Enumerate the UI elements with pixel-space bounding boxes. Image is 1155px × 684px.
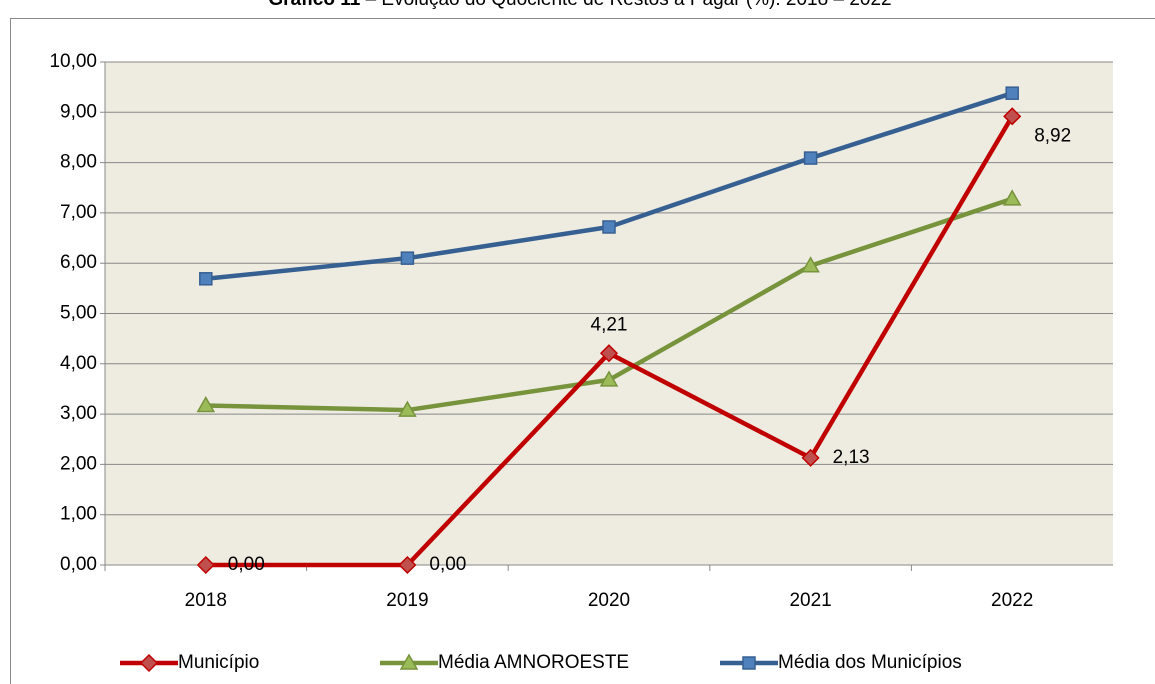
legend-marker <box>742 656 756 670</box>
y-tick-label: 4,00 <box>60 353 97 374</box>
title-text: – Evolução do Quociente de Restos a Paga… <box>360 0 891 10</box>
x-tick-label: 2021 <box>789 590 831 611</box>
legend-marker <box>399 653 419 670</box>
data-label: 0,00 <box>429 554 466 575</box>
data-label: 0,00 <box>228 554 265 575</box>
y-tick-label: 6,00 <box>60 252 97 273</box>
series-marker <box>1005 86 1019 100</box>
series-marker <box>801 256 820 273</box>
series-marker <box>199 272 213 286</box>
y-tick-label: 2,00 <box>60 453 97 474</box>
data-label: 2,13 <box>833 447 870 468</box>
legend-label: Média dos Municípios <box>778 652 962 673</box>
legend-label: Município <box>178 652 259 673</box>
series-marker <box>398 555 417 575</box>
series-marker <box>196 396 216 413</box>
x-tick-label: 2022 <box>991 590 1033 611</box>
series-marker <box>1003 107 1022 126</box>
x-tick-label: 2019 <box>386 590 428 611</box>
chart-title: Gráfico 11 – Evolução do Quociente de Re… <box>268 0 891 10</box>
y-tick-label: 0,00 <box>60 554 97 575</box>
title-label: Gráfico 11 <box>268 0 360 10</box>
y-tick-label: 1,00 <box>60 504 97 525</box>
series-marker <box>599 370 619 387</box>
series-marker <box>400 251 415 265</box>
series-marker <box>599 344 619 363</box>
legend-label: Média AMNOROESTE <box>438 652 629 673</box>
y-tick-label: 7,00 <box>60 202 97 223</box>
x-tick-label: 2020 <box>588 590 630 611</box>
series-marker <box>803 151 818 165</box>
series-marker <box>1002 189 1022 206</box>
y-tick-label: 9,00 <box>60 101 97 122</box>
y-tick-label: 10,00 <box>49 51 97 72</box>
data-label: 4,21 <box>591 314 628 335</box>
series-marker <box>398 400 417 417</box>
series-marker <box>602 220 616 234</box>
y-tick-label: 5,00 <box>60 303 97 324</box>
series-marker <box>801 448 820 467</box>
y-tick-label: 3,00 <box>60 403 97 424</box>
x-tick-label: 2018 <box>185 590 227 611</box>
y-tick-label: 8,00 <box>60 152 97 173</box>
series-marker <box>196 555 215 575</box>
data-label: 8,92 <box>1034 125 1071 146</box>
legend-marker <box>139 653 159 673</box>
